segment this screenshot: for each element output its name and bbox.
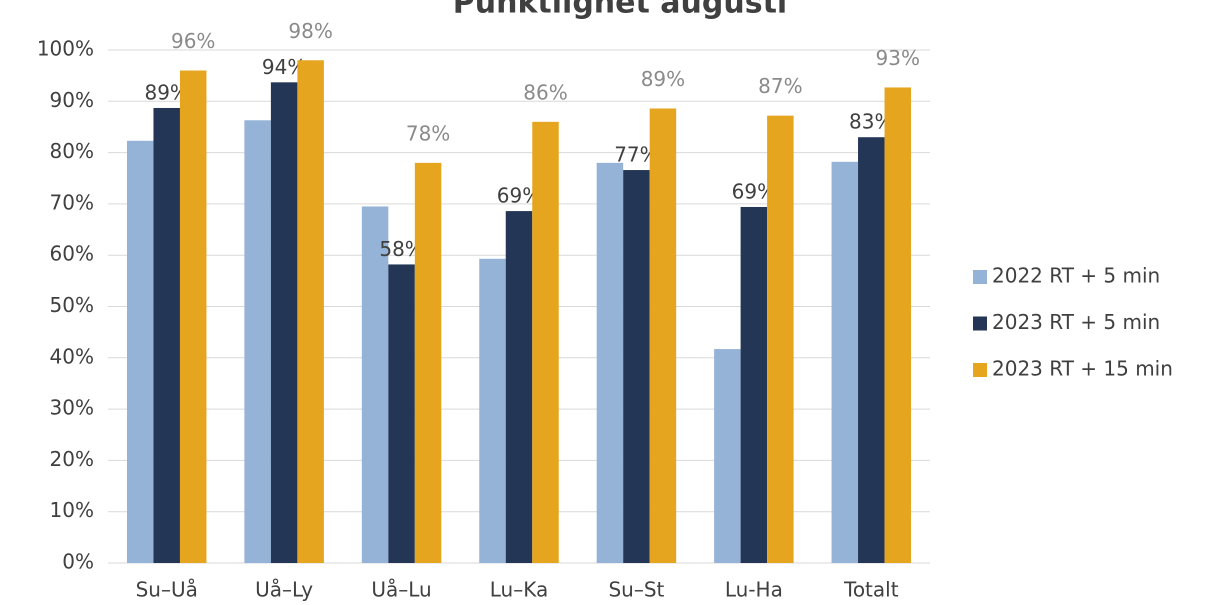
chart: Punktlighet augusti 0% 10% 20% 30% 40% 50% 60%… [0, 0, 1216, 605]
y-tick-label: 20% [50, 447, 94, 471]
bar [127, 141, 154, 563]
bar [623, 170, 650, 563]
y-tick-label: 30% [50, 396, 94, 420]
data-label: 93% [876, 46, 920, 70]
x-tick-label: Su–St [608, 578, 664, 602]
data-label: 89% [641, 67, 685, 91]
y-tick-label: 80% [50, 139, 94, 163]
bar [532, 122, 559, 563]
bar [180, 71, 207, 563]
data-label: 86% [523, 80, 567, 104]
y-tick-label: 60% [50, 242, 94, 266]
y-tick-label: 90% [50, 88, 94, 112]
legend-swatch [973, 363, 987, 377]
bar [832, 162, 859, 563]
data-label: 96% [171, 29, 215, 53]
bar [297, 60, 324, 563]
bar [741, 207, 768, 563]
x-tick-label: Lu-Ha [725, 578, 783, 602]
bar [415, 163, 442, 563]
bar [650, 108, 677, 563]
y-tick-label: 10% [50, 498, 94, 522]
legend-swatch [973, 317, 987, 331]
y-tick-label: 70% [50, 190, 94, 214]
bar [153, 108, 180, 563]
chart-title: Punktlighet augusti [453, 0, 787, 21]
x-tick-label: Uå–Ly [255, 578, 313, 602]
data-label: 78% [406, 121, 450, 145]
x-tick-label: Su–Uå [136, 578, 198, 602]
y-tick-label: 50% [50, 293, 94, 317]
y-tick-label: 40% [50, 344, 94, 368]
bar [479, 259, 506, 563]
bar [858, 137, 885, 563]
x-tick-label: Uå–Lu [371, 578, 431, 602]
y-tick-label: 100% [37, 37, 94, 61]
legend-label: 2023 RT + 5 min [992, 310, 1160, 334]
y-tick-label: 0% [62, 550, 94, 574]
legend-swatch [973, 270, 987, 284]
bar [767, 116, 794, 563]
bar [271, 82, 298, 563]
bar [388, 264, 415, 563]
legend-label: 2022 RT + 5 min [992, 264, 1160, 288]
data-label: 87% [758, 74, 802, 98]
bar [714, 349, 741, 563]
x-tick-label: Totalt [843, 578, 899, 602]
bar [244, 120, 271, 563]
legend-label: 2023 RT + 15 min [992, 357, 1173, 381]
bar [885, 87, 912, 563]
x-tick-label: Lu–Ka [490, 578, 549, 602]
bar [506, 211, 533, 563]
data-label: 98% [288, 19, 332, 43]
bar [597, 163, 624, 563]
